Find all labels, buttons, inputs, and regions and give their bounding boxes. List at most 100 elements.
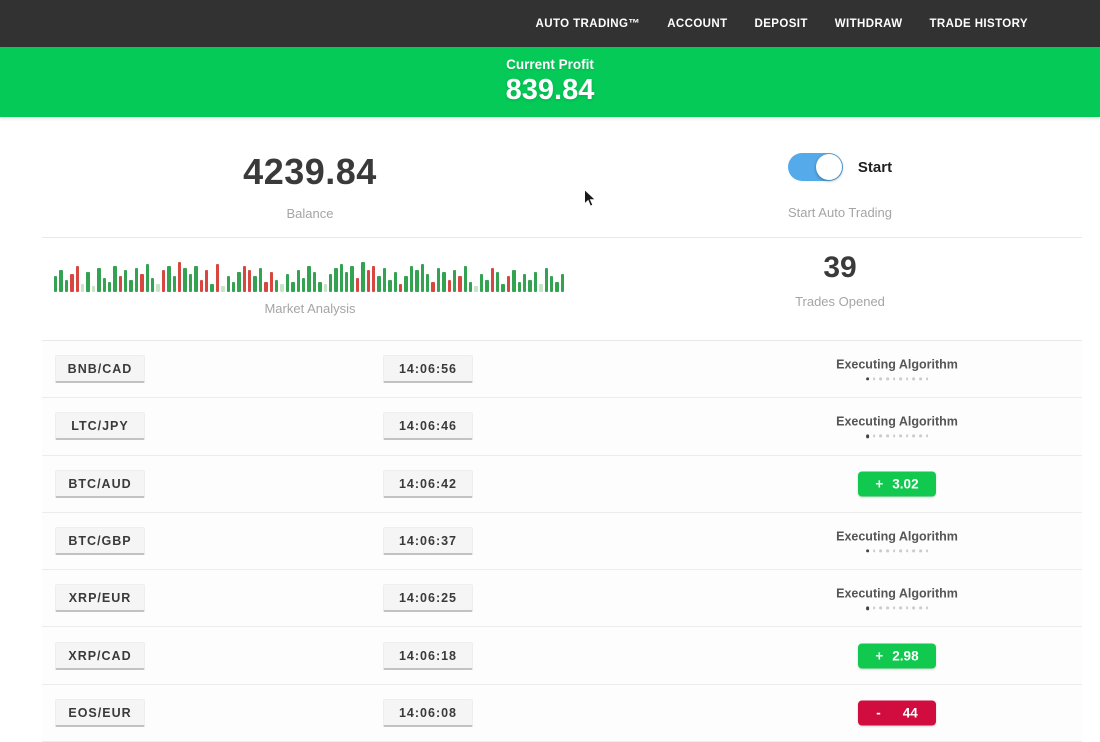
market-bar bbox=[204, 270, 209, 292]
market-bar bbox=[75, 266, 79, 292]
badge-sign: + bbox=[875, 648, 884, 664]
progress-dot bbox=[905, 549, 909, 553]
market-bar bbox=[307, 266, 311, 292]
market-bar bbox=[301, 278, 306, 292]
progress-dot bbox=[899, 549, 902, 553]
progress-dot bbox=[865, 606, 869, 610]
market-bar bbox=[91, 286, 96, 292]
market-bar bbox=[522, 274, 527, 292]
progress-dot bbox=[892, 606, 896, 610]
progress-dot bbox=[899, 434, 902, 438]
pair-chip: XRP/CAD bbox=[55, 641, 145, 670]
market-bar bbox=[377, 276, 381, 292]
market-bar bbox=[415, 270, 419, 292]
market-bar bbox=[447, 280, 451, 292]
trade-row: XRP/EUR 14:06:25 Executing Algorithm bbox=[42, 570, 1082, 628]
market-bar bbox=[188, 274, 193, 292]
auto-trading-toggle[interactable]: Start bbox=[787, 153, 892, 181]
progress-dot bbox=[925, 549, 929, 553]
market-bar bbox=[151, 278, 155, 292]
progress-dot bbox=[905, 434, 909, 438]
executing-algorithm-label: Executing Algorithm bbox=[836, 414, 958, 429]
time-chip: 14:06:37 bbox=[383, 527, 473, 556]
progress-dot bbox=[865, 377, 869, 381]
executing-progress-dots bbox=[865, 549, 929, 553]
market-bar bbox=[334, 268, 338, 292]
progress-dot bbox=[925, 377, 929, 381]
progress-dot bbox=[919, 549, 922, 553]
progress-dot bbox=[905, 606, 909, 610]
nav-item-trade-history[interactable]: TRADE HISTORY bbox=[929, 17, 1028, 30]
loss-badge: - 44 bbox=[858, 700, 936, 726]
nav-item-auto-trading[interactable]: AUTO TRADING™ bbox=[535, 17, 641, 30]
nav-item-deposit[interactable]: DEPOSIT bbox=[754, 17, 808, 30]
market-bar bbox=[231, 282, 236, 292]
progress-dot bbox=[886, 434, 889, 438]
balance-block: 4239.84 Balance bbox=[40, 117, 580, 237]
trade-status: Executing Algorithm bbox=[836, 414, 958, 439]
market-bar bbox=[382, 268, 387, 292]
market-bar bbox=[490, 268, 495, 292]
trade-row: XRP/CAD 14:06:18 +2.98 bbox=[42, 627, 1082, 685]
market-bar bbox=[404, 276, 408, 292]
market-bar bbox=[167, 266, 171, 292]
market-bar bbox=[113, 266, 117, 292]
executing-progress-dots bbox=[865, 377, 929, 381]
progress-dot bbox=[905, 377, 909, 381]
trade-status: Executing Algorithm bbox=[836, 358, 958, 381]
progress-dot bbox=[919, 606, 922, 610]
trade-row: BTC/AUD 14:06:42 +3.02 bbox=[42, 455, 1082, 513]
market-bar bbox=[253, 276, 257, 292]
market-bar bbox=[350, 266, 354, 292]
toggle-track[interactable] bbox=[787, 153, 843, 181]
market-bar bbox=[452, 270, 457, 292]
pair-chip: BTC/AUD bbox=[55, 469, 145, 498]
market-bar bbox=[215, 264, 220, 292]
market-bar bbox=[275, 280, 279, 292]
market-bar bbox=[436, 268, 441, 292]
market-bar bbox=[506, 276, 511, 292]
market-bar bbox=[145, 264, 150, 292]
toggle-sublabel: Start Auto Trading bbox=[787, 205, 893, 220]
market-bar bbox=[221, 286, 225, 292]
progress-dot bbox=[912, 606, 916, 610]
progress-dot bbox=[925, 434, 929, 438]
progress-dot bbox=[879, 549, 883, 553]
market-bar bbox=[312, 272, 317, 292]
toggle-knob[interactable] bbox=[815, 154, 842, 180]
nav-item-account[interactable]: ACCOUNT bbox=[667, 17, 728, 30]
market-bar bbox=[463, 266, 468, 292]
market-bar bbox=[393, 272, 397, 292]
progress-dot bbox=[892, 377, 896, 381]
market-bar bbox=[248, 270, 252, 292]
profit-banner-value: 839.84 bbox=[505, 74, 595, 106]
time-chip: 14:06:25 bbox=[383, 584, 473, 613]
profit-badge: +2.98 bbox=[858, 643, 936, 669]
market-analysis-block: Market Analysis bbox=[40, 238, 580, 340]
market-bar bbox=[501, 284, 505, 292]
time-chip: 14:06:18 bbox=[383, 641, 473, 670]
market-bar bbox=[264, 282, 268, 292]
executing-algorithm-label: Executing Algorithm bbox=[836, 529, 958, 544]
balance-value: 4239.84 bbox=[243, 151, 377, 192]
market-bar bbox=[226, 276, 230, 292]
progress-dot bbox=[912, 377, 916, 381]
market-bar bbox=[399, 284, 403, 292]
trade-status: +2.98 bbox=[858, 643, 936, 669]
market-bar bbox=[431, 282, 435, 292]
market-bar bbox=[496, 272, 500, 292]
market-section: Market Analysis 39 Trades Opened bbox=[0, 238, 1100, 340]
progress-dot bbox=[899, 377, 902, 381]
nav-item-withdraw[interactable]: WITHDRAW bbox=[834, 17, 903, 30]
market-bar bbox=[409, 266, 414, 292]
market-bar bbox=[425, 274, 430, 292]
market-bar bbox=[544, 268, 548, 292]
market-bar bbox=[102, 278, 106, 292]
trades-opened-value: 39 bbox=[823, 251, 857, 284]
market-bar bbox=[539, 284, 543, 292]
balance-section: 4239.84 Balance Start Start Auto Trading bbox=[0, 117, 1100, 237]
trade-row: BTC/GBP 14:06:37 Executing Algorithm bbox=[42, 512, 1082, 571]
progress-dot bbox=[872, 606, 876, 610]
market-analysis-label: Market Analysis bbox=[264, 301, 356, 316]
pair-chip: EOS/EUR bbox=[55, 698, 145, 727]
